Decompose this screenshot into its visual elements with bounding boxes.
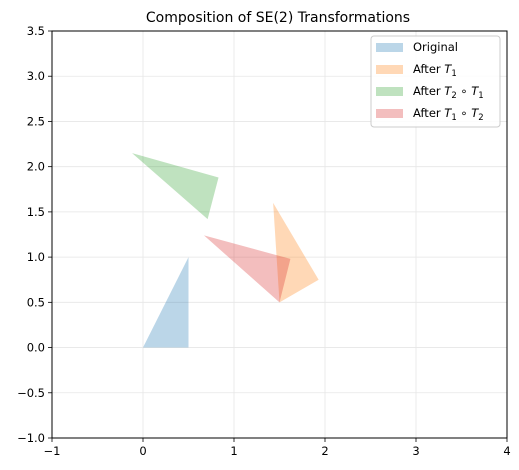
y-tick-label-6: 2.0 — [27, 160, 45, 174]
polygon-original — [143, 257, 189, 348]
polygons — [132, 153, 319, 348]
x-tick-label-2: 1 — [230, 444, 237, 458]
y-tick-label-0: −1.0 — [17, 431, 45, 445]
grid — [51, 30, 508, 439]
chart-title: Composition of SE(2) Transformations — [146, 10, 410, 26]
y-axis: −1.0 −0.5 0.0 0.5 1.0 1.5 2.0 2.5 3.0 3.5 — [17, 24, 52, 445]
legend-label-1: After T1 — [413, 62, 457, 79]
y-tick-label-4: 1.0 — [27, 250, 45, 264]
legend-swatch-0 — [376, 43, 403, 52]
x-tick-label-1: 0 — [139, 444, 146, 458]
polygon-after-t1-t2 — [203, 235, 291, 303]
y-tick-label-8: 3.0 — [27, 69, 45, 83]
legend-box — [370, 35, 501, 128]
x-tick-label-0: −1 — [44, 444, 61, 458]
y-tick-label-9: 3.5 — [27, 24, 45, 38]
x-tick-label-5: 4 — [503, 444, 510, 458]
legend-swatch-2 — [376, 87, 403, 96]
legend: Original After T1 After T2 ∘ T1 After T1 ∘ … — [370, 35, 501, 128]
y-tick-label-1: −0.5 — [17, 386, 45, 400]
legend-label-2: After T2 ∘ T1 — [413, 84, 484, 101]
legend-swatch-3 — [376, 109, 403, 118]
polygon-after-t1 — [273, 202, 319, 303]
y-tick-label-5: 1.5 — [27, 205, 45, 219]
y-tick-label-7: 2.5 — [27, 114, 45, 128]
y-tick-label-3: 0.5 — [27, 295, 45, 309]
x-axis: −1 0 1 2 3 4 — [44, 438, 511, 458]
polygon-after-t2-t1 — [132, 153, 219, 220]
x-tick-label-4: 3 — [412, 444, 419, 458]
legend-label-3: After T1 ∘ T2 — [413, 106, 484, 123]
legend-label-0: Original — [413, 40, 458, 54]
legend-swatch-1 — [376, 65, 403, 74]
x-tick-label-3: 2 — [321, 444, 328, 458]
axes-frame — [51, 30, 508, 439]
y-tick-label-2: 0.0 — [27, 341, 45, 355]
